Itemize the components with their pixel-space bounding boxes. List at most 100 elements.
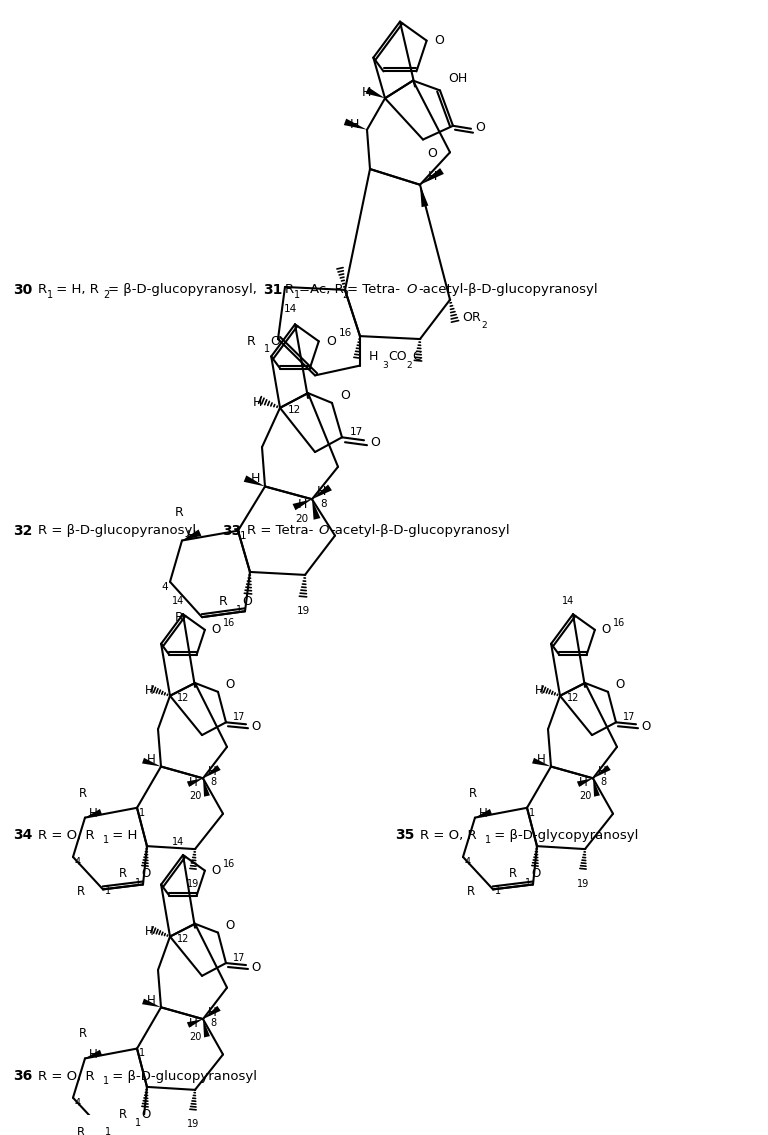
- Text: 17: 17: [233, 713, 245, 722]
- Text: H: H: [189, 1017, 198, 1029]
- Text: H: H: [349, 118, 359, 132]
- Text: R: R: [175, 611, 184, 623]
- Text: H: H: [147, 994, 156, 1007]
- Polygon shape: [312, 485, 332, 499]
- Polygon shape: [187, 1019, 203, 1027]
- Polygon shape: [203, 779, 210, 797]
- Text: 2: 2: [103, 289, 109, 300]
- Text: R: R: [219, 595, 228, 608]
- Text: = Tetra-: = Tetra-: [347, 284, 400, 296]
- Polygon shape: [243, 476, 265, 487]
- Polygon shape: [532, 758, 551, 766]
- Text: 8: 8: [210, 1018, 216, 1028]
- Text: R = O, R: R = O, R: [38, 1069, 94, 1083]
- Text: 3: 3: [382, 361, 388, 370]
- Text: O: O: [212, 623, 221, 637]
- Text: 36: 36: [13, 1069, 32, 1083]
- Text: H: H: [538, 754, 546, 766]
- Text: 1: 1: [47, 289, 53, 300]
- Polygon shape: [142, 999, 161, 1007]
- Text: 1: 1: [105, 1127, 111, 1135]
- Polygon shape: [203, 1006, 220, 1019]
- Text: R: R: [469, 787, 477, 799]
- Text: 20: 20: [296, 514, 309, 524]
- Text: -acetyl-β-D-glucopyranosyl: -acetyl-β-D-glucopyranosyl: [418, 284, 598, 296]
- Polygon shape: [593, 765, 611, 779]
- Text: R: R: [79, 1027, 87, 1041]
- Text: O: O: [225, 919, 234, 932]
- Text: R: R: [174, 506, 183, 520]
- Text: R: R: [119, 1108, 127, 1121]
- Text: 14: 14: [562, 596, 574, 606]
- Text: 14: 14: [172, 596, 184, 606]
- Text: O: O: [270, 335, 280, 347]
- Text: H: H: [89, 807, 98, 821]
- Text: R: R: [247, 335, 256, 347]
- Text: H: H: [598, 765, 607, 777]
- Text: 1: 1: [240, 530, 247, 540]
- Polygon shape: [182, 530, 201, 540]
- Polygon shape: [475, 809, 492, 817]
- Text: 14: 14: [172, 838, 184, 847]
- Text: O: O: [251, 720, 260, 733]
- Text: 16: 16: [339, 328, 352, 338]
- Text: OH: OH: [448, 73, 467, 85]
- Text: -acetyl-β-D-glucopyranosyl: -acetyl-β-D-glucopyranosyl: [330, 524, 510, 537]
- Text: 31: 31: [263, 283, 283, 297]
- Text: R: R: [79, 787, 87, 799]
- Text: O: O: [462, 311, 472, 323]
- Polygon shape: [293, 499, 312, 511]
- Text: C: C: [412, 351, 421, 363]
- Text: H: H: [147, 754, 156, 766]
- Text: 8: 8: [320, 499, 326, 510]
- Text: 19: 19: [577, 878, 589, 889]
- Text: 8: 8: [600, 777, 606, 788]
- Text: R: R: [472, 311, 481, 323]
- Text: 1: 1: [139, 808, 145, 817]
- Text: O: O: [242, 595, 252, 608]
- Text: R: R: [38, 284, 47, 296]
- Text: 16: 16: [223, 617, 235, 628]
- Text: 17: 17: [623, 713, 635, 722]
- Text: H: H: [317, 485, 326, 498]
- Polygon shape: [420, 168, 444, 185]
- Text: 30: 30: [13, 283, 32, 297]
- Text: R: R: [285, 284, 294, 296]
- Polygon shape: [593, 779, 600, 797]
- Text: R: R: [467, 885, 475, 898]
- Text: O: O: [641, 720, 650, 733]
- Text: H: H: [208, 765, 217, 777]
- Text: 1: 1: [294, 289, 300, 300]
- Text: O: O: [225, 679, 234, 691]
- Text: O: O: [340, 388, 350, 402]
- Polygon shape: [142, 758, 161, 766]
- Text: = β-D-glucopyranosyl,: = β-D-glucopyranosyl,: [108, 284, 261, 296]
- Text: 20: 20: [189, 791, 201, 801]
- Text: 14: 14: [283, 304, 296, 314]
- Text: H: H: [253, 396, 262, 410]
- Text: H: H: [189, 775, 198, 789]
- Polygon shape: [577, 779, 593, 787]
- Text: O: O: [318, 524, 329, 537]
- Text: 8: 8: [210, 777, 216, 788]
- Text: O: O: [141, 1108, 151, 1121]
- Text: 19: 19: [187, 1119, 199, 1129]
- Text: O: O: [212, 864, 221, 877]
- Text: 35: 35: [395, 829, 415, 842]
- Text: 1: 1: [264, 344, 270, 354]
- Text: 12: 12: [177, 933, 190, 943]
- Text: 1: 1: [236, 605, 242, 615]
- Text: 1: 1: [139, 1049, 145, 1059]
- Text: H: H: [298, 497, 307, 511]
- Text: H: H: [187, 529, 197, 543]
- Text: O: O: [141, 867, 151, 880]
- Text: 20: 20: [579, 791, 591, 801]
- Text: H: H: [89, 1048, 98, 1061]
- Polygon shape: [85, 809, 102, 817]
- Text: 4: 4: [465, 857, 471, 867]
- Text: 1: 1: [525, 877, 531, 888]
- Text: H: H: [369, 351, 378, 363]
- Polygon shape: [420, 185, 429, 208]
- Polygon shape: [203, 765, 220, 779]
- Polygon shape: [344, 119, 367, 129]
